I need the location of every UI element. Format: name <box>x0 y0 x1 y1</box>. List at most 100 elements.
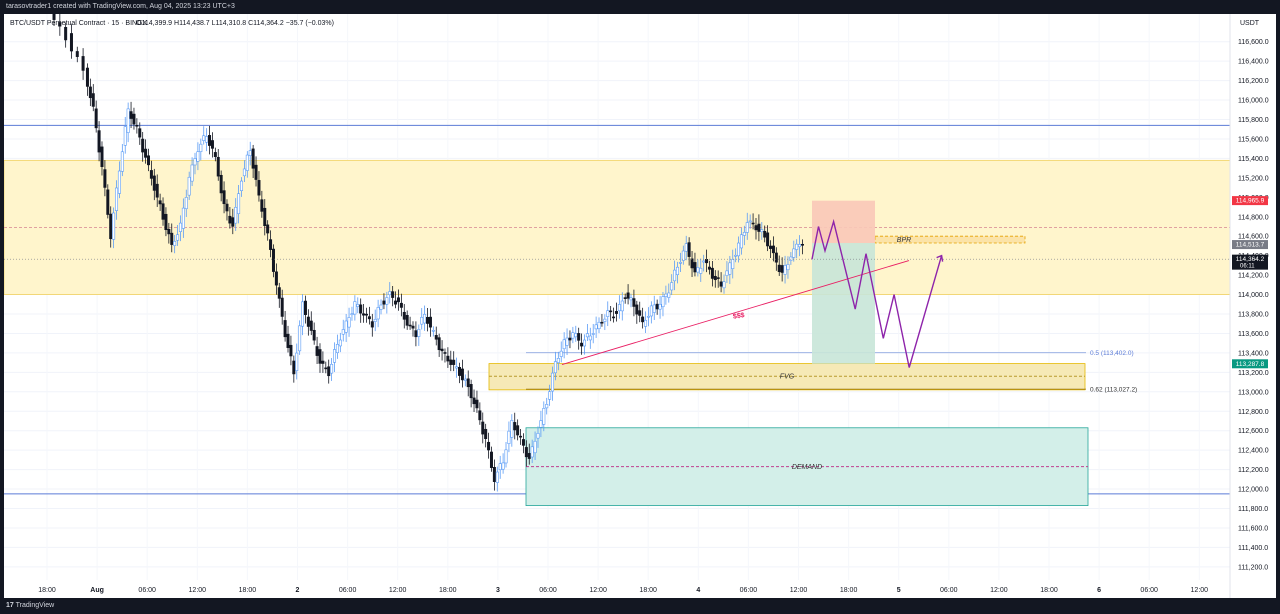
candle-body <box>402 311 406 320</box>
candle-body <box>455 366 459 369</box>
x-tick-label: 18:00 <box>840 587 858 594</box>
candle-body <box>545 404 549 409</box>
candle-body <box>178 222 182 232</box>
candle-body <box>559 350 563 357</box>
candle-body <box>707 266 711 270</box>
candle-body <box>713 275 717 281</box>
candle-body <box>277 287 281 299</box>
candle-body <box>190 164 194 182</box>
y-tick-label: 114,200.0 <box>1238 273 1269 280</box>
candle-body <box>100 146 104 167</box>
candle-body <box>739 234 743 249</box>
candle-body <box>120 151 124 172</box>
x-tick-label: 06:00 <box>1140 587 1158 594</box>
candle-body <box>690 258 694 269</box>
candle-body <box>97 130 101 153</box>
candle-body <box>420 316 424 325</box>
y-tick-label: 111,400.0 <box>1238 545 1268 552</box>
candle-body <box>242 168 246 177</box>
currency-label: USDT <box>1240 20 1260 27</box>
x-tick-label: 3 <box>496 587 500 594</box>
candle-body <box>487 441 491 451</box>
candle-body <box>760 229 764 233</box>
candle-body <box>754 225 758 231</box>
candle-body <box>536 433 540 439</box>
candle-body <box>495 471 499 483</box>
candle-body <box>91 93 95 107</box>
candle-body <box>385 297 389 305</box>
candle-body <box>327 366 331 377</box>
chart-symbol: BTC/USDT Perpetual Contract · 15 · BINGX <box>10 20 148 27</box>
candle-body <box>504 449 508 464</box>
candle-body <box>295 352 299 372</box>
candle-body <box>507 430 511 444</box>
candle-body <box>338 339 342 347</box>
x-tick-label: 06:00 <box>740 587 758 594</box>
y-tick-label: 113,600.0 <box>1238 331 1269 338</box>
candle-body <box>568 337 572 341</box>
candle-body <box>318 349 322 364</box>
candle-body <box>434 335 438 340</box>
candle-body <box>216 156 220 177</box>
candle-body <box>577 333 581 341</box>
candle-body <box>719 281 723 287</box>
candle-body <box>228 215 232 224</box>
candle-body <box>222 190 226 205</box>
candle-body <box>109 213 113 240</box>
candle-body <box>199 143 203 153</box>
candle-body <box>396 297 400 303</box>
candle-body <box>757 223 761 232</box>
candle-body <box>705 259 709 264</box>
price-chart[interactable]: FVG DEMAND BPR 0.5 (113,402.0) 0.62 (113,027… <box>3 1 1276 598</box>
candle-body <box>460 368 464 381</box>
candle-body <box>443 352 447 354</box>
candle-body <box>565 337 569 346</box>
candle-body <box>553 361 557 374</box>
candle-body <box>117 170 121 194</box>
candle-body <box>519 435 523 438</box>
y-tick-label: 112,800.0 <box>1238 409 1269 416</box>
y-tick-label: 112,200.0 <box>1238 467 1269 474</box>
y-tick-label: 113,400.0 <box>1238 350 1269 357</box>
candle-body <box>597 321 601 330</box>
candle-body <box>452 359 456 365</box>
candle-body <box>484 428 488 440</box>
candle-body <box>263 207 267 226</box>
candle-body <box>196 151 200 162</box>
candle-body <box>798 244 802 248</box>
candle-body <box>638 310 642 316</box>
footer-brand: TradingView <box>15 602 55 609</box>
candle-body <box>231 217 235 227</box>
candle-body <box>388 291 392 296</box>
x-tick-label: 06:00 <box>138 587 156 594</box>
candle-body <box>85 67 89 87</box>
y-tick-label: 114,800.0 <box>1238 214 1269 221</box>
y-tick-label: 111,200.0 <box>1238 564 1268 571</box>
y-tick-label: 111,600.0 <box>1238 525 1268 532</box>
candle-body <box>510 420 514 438</box>
y-tick-label: 112,000.0 <box>1238 487 1269 494</box>
demand-label: DEMAND <box>792 464 822 471</box>
candle-body <box>606 310 610 317</box>
candle-body <box>423 313 427 324</box>
candle-body <box>237 193 241 214</box>
candle-body <box>379 304 383 310</box>
candle-body <box>208 135 212 146</box>
x-tick-label: 12:00 <box>589 587 607 594</box>
fvg-label: FVG <box>780 374 795 381</box>
candle-body <box>167 228 171 235</box>
candle-body <box>52 9 56 20</box>
bpr-label: BPR <box>897 237 911 244</box>
y-tick-label: 116,200.0 <box>1238 78 1269 85</box>
candle-body <box>655 303 659 310</box>
candle-body <box>684 243 688 252</box>
footer-bar: 17 TradingView <box>0 598 1280 614</box>
candle-body <box>632 298 636 307</box>
candle-body <box>513 422 517 431</box>
candle-body <box>716 277 720 279</box>
candle-body <box>644 319 648 327</box>
chart-panel[interactable]: FVG DEMAND BPR 0.5 (113,402.0) 0.62 (113,027… <box>3 1 1276 598</box>
candle-body <box>225 203 229 212</box>
candle-body <box>205 136 209 143</box>
candle-body <box>146 155 150 166</box>
